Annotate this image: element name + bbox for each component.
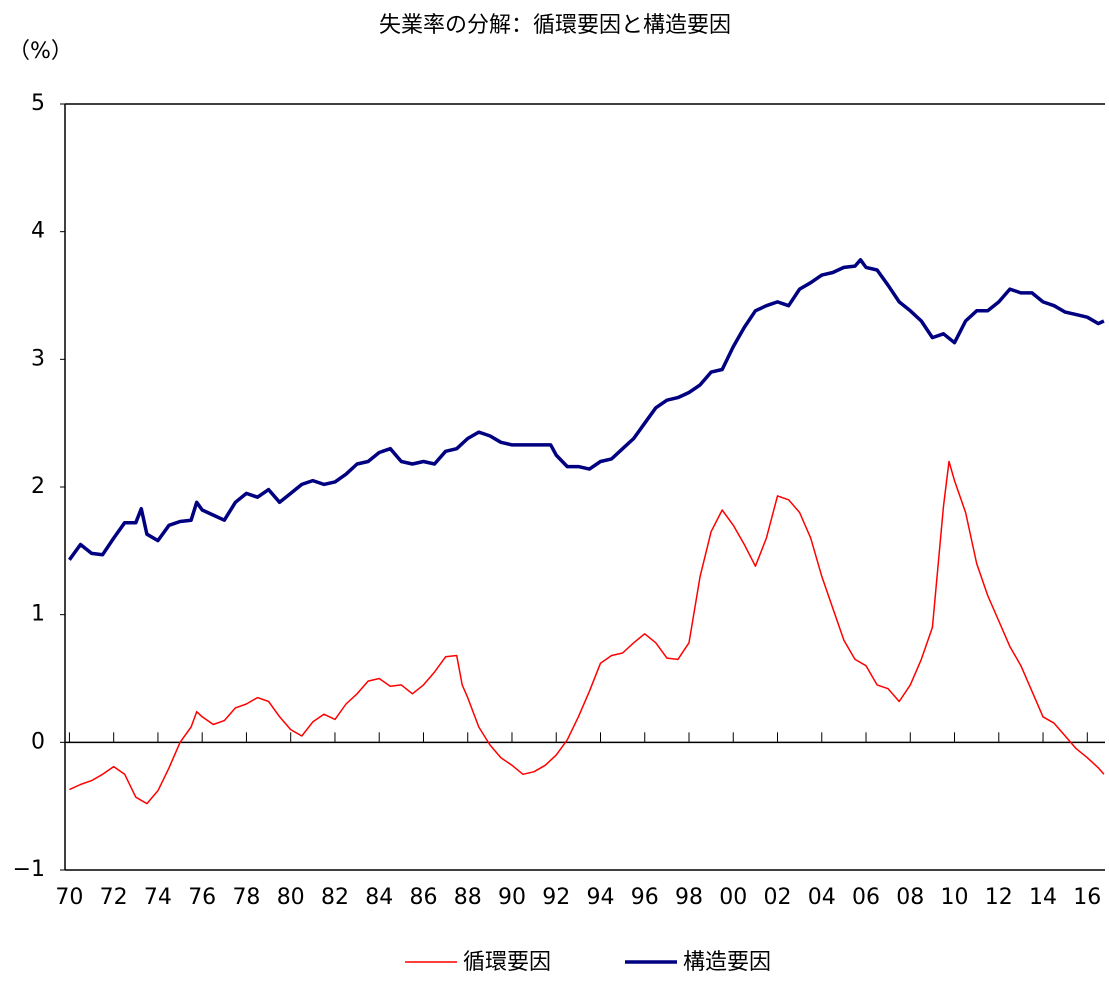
- y-tick-label: −1: [13, 857, 45, 882]
- x-tick-label: 94: [586, 885, 614, 910]
- y-tick-label: 2: [31, 474, 45, 499]
- series-line: [69, 460, 1105, 805]
- y-tick-label: 4: [31, 219, 45, 244]
- x-tick-label: 96: [631, 885, 659, 910]
- series-line: [67, 258, 1105, 561]
- x-tick-label: 74: [144, 885, 172, 910]
- y-tick-label: 3: [31, 346, 45, 371]
- x-tick-label: 08: [896, 885, 924, 910]
- legend-label: 循環要因: [463, 950, 551, 975]
- x-tick-label: 92: [542, 885, 570, 910]
- x-tick-label: 84: [365, 885, 393, 910]
- y-tick-label: 1: [31, 602, 45, 627]
- x-tick-label: 86: [409, 885, 437, 910]
- x-tick-label: 80: [277, 885, 305, 910]
- x-tick-label: 90: [498, 885, 526, 910]
- x-tick-label: 02: [764, 885, 792, 910]
- x-tick-label: 88: [454, 885, 482, 910]
- y-axis-label: （%）: [8, 39, 73, 64]
- x-tick-label: 12: [985, 885, 1013, 910]
- y-tick-label: 0: [31, 729, 45, 754]
- y-tick-label: 5: [31, 91, 45, 116]
- x-tick-label: 72: [100, 885, 128, 910]
- legend-label: 構造要因: [683, 950, 771, 975]
- x-tick-label: 76: [188, 885, 216, 910]
- x-tick-label: 82: [321, 885, 349, 910]
- x-tick-label: 14: [1029, 885, 1057, 910]
- x-tick-label: 10: [941, 885, 969, 910]
- chart-title: 失業率の分解：循環要因と構造要因: [379, 13, 731, 38]
- x-tick-label: 06: [852, 885, 880, 910]
- x-tick-label: 16: [1073, 885, 1101, 910]
- x-tick-label: 04: [808, 885, 836, 910]
- x-tick-label: 70: [55, 885, 83, 910]
- x-tick-label: 98: [675, 885, 703, 910]
- x-tick-label: 00: [719, 885, 747, 910]
- x-tick-label: 78: [232, 885, 260, 910]
